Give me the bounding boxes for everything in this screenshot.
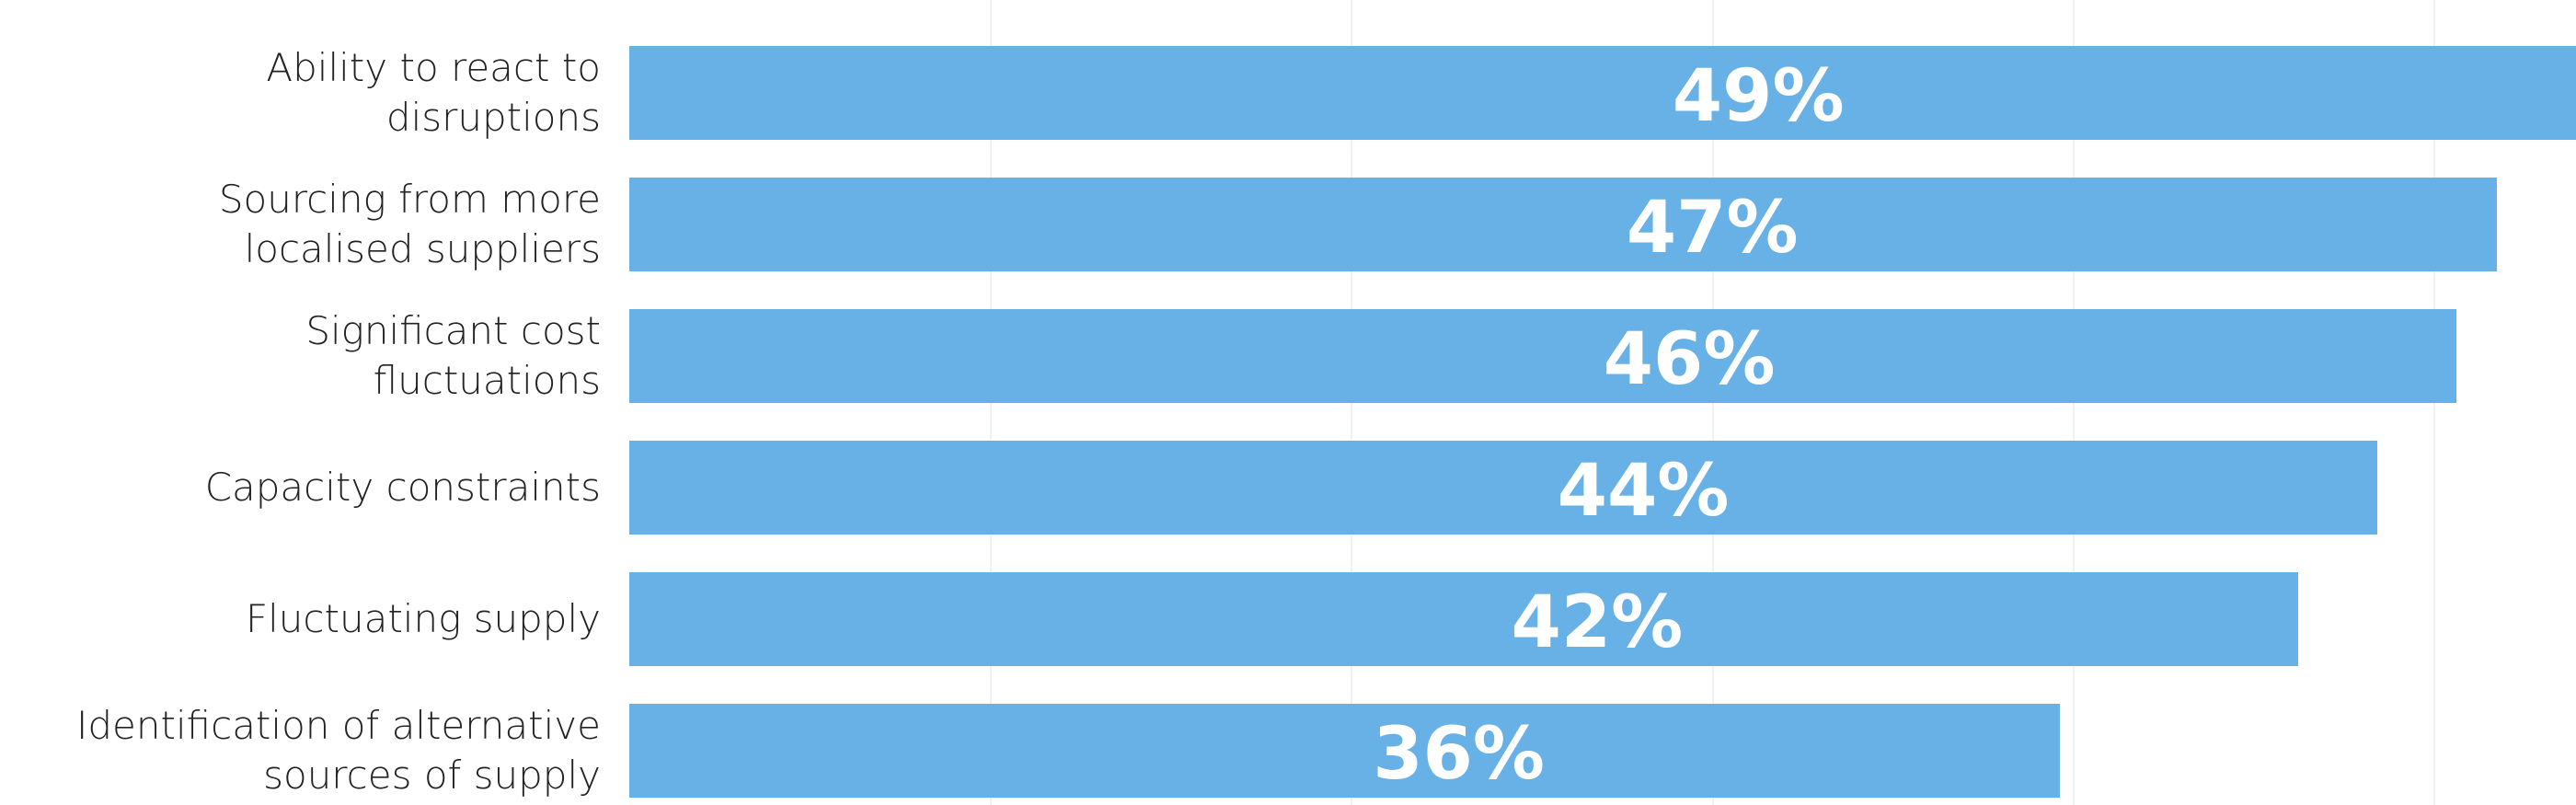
bar <box>629 178 2497 271</box>
category-label: Sourcing from more localised suppliers <box>218 177 601 271</box>
bar <box>629 704 2060 798</box>
category-label: Identification of alternative sources of… <box>76 703 601 798</box>
value-label: 36% <box>1373 713 1546 796</box>
value-label: 44% <box>1557 450 1730 533</box>
bar <box>629 46 2576 140</box>
value-label: 46% <box>1603 318 1776 401</box>
value-label: 49% <box>1672 55 1845 138</box>
value-label: 47% <box>1626 187 1799 270</box>
category-label: Capacity constraints <box>204 465 601 510</box>
category-label: Fluctuating supply <box>245 596 601 641</box>
bar <box>629 572 2298 666</box>
bar <box>629 309 2457 403</box>
value-label: 42% <box>1511 581 1684 664</box>
category-label: Ability to react to disruptions <box>266 45 601 140</box>
bar <box>629 441 2378 535</box>
category-label: Significant cost fluctuations <box>305 308 601 403</box>
